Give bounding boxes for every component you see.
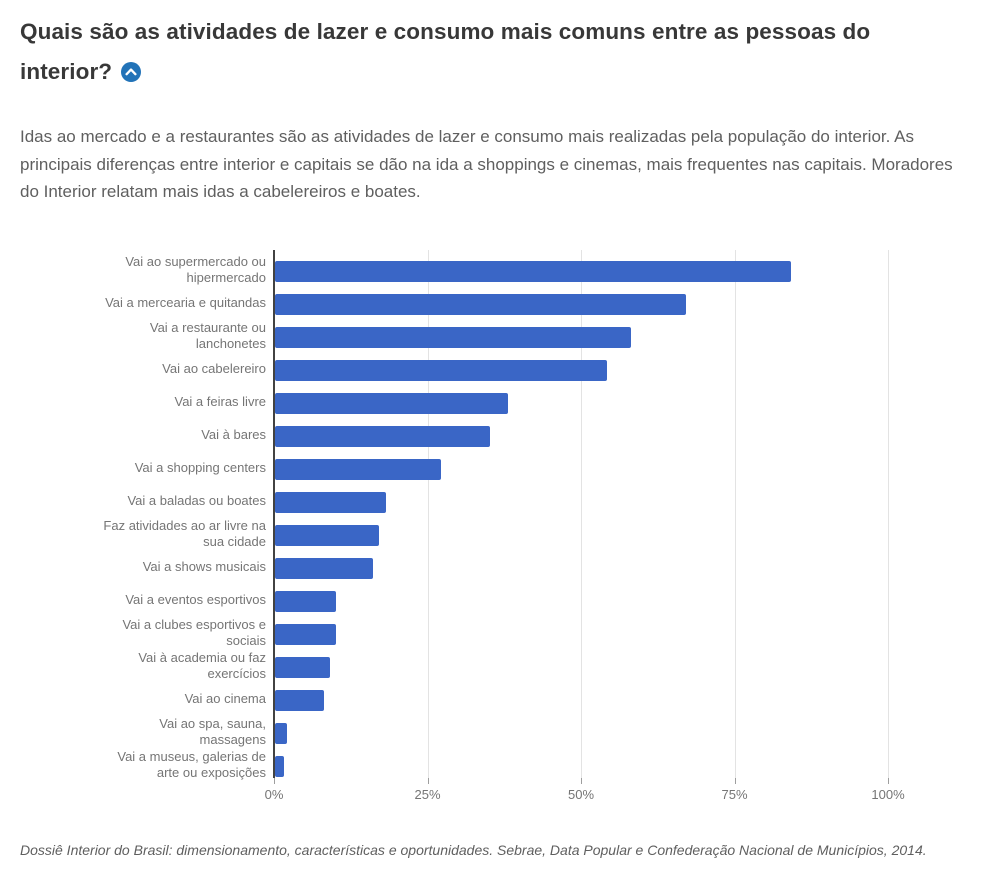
category-label-text: Vai a clubes esportivos e sociais (122, 616, 266, 648)
category-label-text: Vai a feiras livre (174, 393, 266, 409)
category-label-text: Vai a shopping centers (134, 459, 266, 475)
category-label: Vai a shows musicais (20, 550, 266, 583)
category-label: Vai a mercearia e quitandas (20, 286, 266, 319)
category-label: Vai ao cinema (20, 682, 266, 715)
axis-tick-label: 75% (721, 787, 748, 802)
collapse-section-icon[interactable] (121, 55, 142, 82)
bar[interactable] (275, 558, 374, 579)
bar[interactable] (275, 690, 325, 711)
axis-tick (274, 778, 275, 784)
category-label-text: Vai a museus, galerias de arte ou exposi… (117, 748, 266, 780)
category-label-text: Faz atividades ao ar livre na sua cidade (103, 517, 266, 549)
chart-row: Vai ao cinema (20, 682, 971, 715)
chart-row: Vai a shopping centers (20, 451, 971, 484)
bar[interactable] (275, 294, 687, 315)
category-label-text: Vai a eventos esportivos (125, 591, 266, 607)
header: Quais são as atividades de lazer e consu… (0, 0, 991, 206)
axis-tick (427, 778, 429, 784)
category-label: Vai à bares (20, 418, 266, 451)
category-label: Vai à academia ou faz exercícios (20, 649, 266, 682)
gridline (734, 250, 736, 778)
axis-tick-label: 25% (414, 787, 441, 802)
category-label: Vai a clubes esportivos e sociais (20, 616, 266, 649)
chart-row: Vai a mercearia e quitandas (20, 286, 971, 319)
category-label: Vai a eventos esportivos (20, 583, 266, 616)
bar[interactable] (275, 360, 607, 381)
bar[interactable] (275, 327, 632, 348)
chart-row: Faz atividades ao ar livre na sua cidade (20, 517, 971, 550)
category-label: Faz atividades ao ar livre na sua cidade (20, 517, 266, 550)
chart-row: Vai a restaurante ou lanchonetes (20, 319, 971, 352)
category-label: Vai ao supermercado ou hipermercado (20, 253, 266, 286)
bar-chart: Vai ao supermercado ou hipermercado Vai a… (20, 250, 971, 815)
chart-row: Vai a shows musicais (20, 550, 971, 583)
gridline (581, 250, 582, 778)
category-label-text: Vai a shows musicais (142, 558, 266, 574)
bar[interactable] (275, 426, 490, 447)
chart-row: Vai a clubes esportivos e sociais (20, 616, 971, 649)
gridline (888, 250, 889, 778)
bar[interactable] (275, 756, 285, 777)
axis-tick (581, 778, 582, 784)
category-label-text: Vai a mercearia e quitandas (105, 294, 266, 310)
bar[interactable] (275, 525, 380, 546)
category-label-text: Vai ao cabelereiro (162, 360, 266, 376)
chart-row: Vai a eventos esportivos (20, 583, 971, 616)
bar[interactable] (275, 591, 337, 612)
axis-tick-label: 50% (567, 787, 595, 802)
bar[interactable] (275, 657, 331, 678)
chart-row: Vai à academia ou faz exercícios (20, 649, 971, 682)
axis-tick-label: 0% (264, 787, 284, 802)
chart-row: Vai ao supermercado ou hipermercado (20, 253, 971, 286)
category-label: Vai ao spa, sauna, massagens (20, 715, 266, 748)
bar[interactable] (275, 492, 386, 513)
category-label: Vai a shopping centers (20, 451, 266, 484)
chart-row: Vai ao cabelereiro (20, 352, 971, 385)
category-label-text: Vai à bares (201, 426, 266, 442)
axis-tick-label: 100% (871, 787, 905, 802)
y-axis-line (273, 250, 275, 778)
category-label: Vai a baladas ou boates (20, 484, 266, 517)
page-title: Quais são as atividades de lazer e consu… (20, 12, 955, 92)
axis-tick (734, 778, 736, 784)
bar[interactable] (275, 459, 441, 480)
gridline (427, 250, 429, 778)
category-label-text: Vai ao spa, sauna, massagens (159, 715, 266, 747)
bar[interactable] (275, 723, 288, 744)
bar[interactable] (275, 624, 337, 645)
page-description: Idas ao mercado e a restaurantes são as … (20, 127, 953, 201)
chart-rows: Vai ao supermercado ou hipermercado Vai a… (20, 253, 971, 781)
bar[interactable] (275, 393, 509, 414)
bar[interactable] (275, 261, 791, 282)
category-label: Vai a museus, galerias de arte ou exposi… (20, 748, 266, 781)
chart-row: Vai à bares (20, 418, 971, 451)
category-label: Vai a feiras livre (20, 385, 266, 418)
category-label-text: Vai ao cinema (184, 690, 266, 706)
category-label-text: Vai a baladas ou boates (127, 492, 266, 508)
category-label: Vai ao cabelereiro (20, 352, 266, 385)
chart-row: Vai ao spa, sauna, massagens (20, 715, 971, 748)
page-title-text: Quais são as atividades de lazer e consu… (20, 19, 871, 84)
category-label-text: Vai a restaurante ou lanchonetes (149, 319, 266, 351)
chart-row: Vai a museus, galerias de arte ou exposi… (20, 748, 971, 781)
category-label-text: Vai à academia ou faz exercícios (138, 649, 266, 681)
chart-row: Vai a baladas ou boates (20, 484, 971, 517)
chart-row: Vai a feiras livre (20, 385, 971, 418)
axis-tick (888, 778, 889, 784)
category-label-text: Vai ao supermercado ou hipermercado (125, 253, 266, 285)
chart-source: Dossiê Interior do Brasil: dimensionamen… (20, 842, 927, 858)
category-label: Vai a restaurante ou lanchonetes (20, 319, 266, 352)
